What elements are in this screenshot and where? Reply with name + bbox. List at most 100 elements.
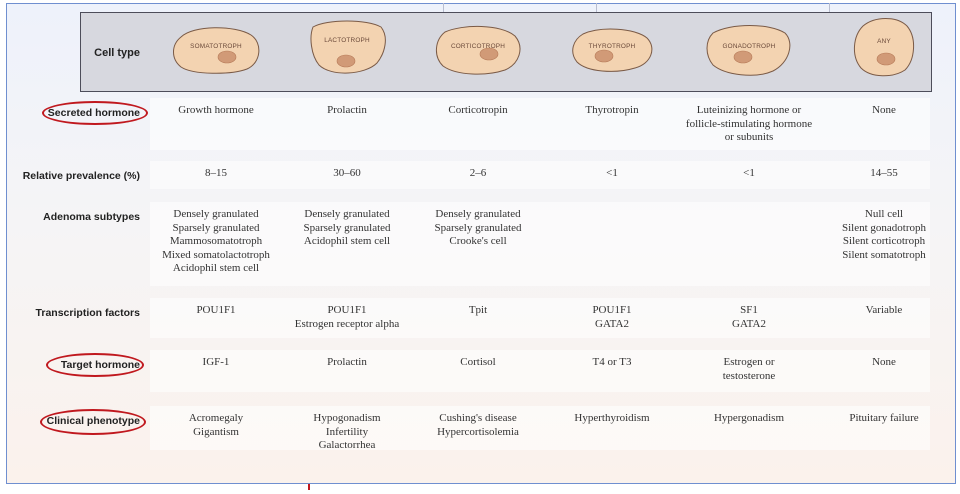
cell-line: Hypogonadism: [313, 412, 381, 424]
cell-line: Null cell: [864, 208, 904, 220]
cell-line: Sparsely granulated: [303, 221, 391, 234]
cell-line: None: [872, 104, 896, 116]
annotation-circle: [46, 353, 144, 377]
table-cell: 8–15: [141, 167, 291, 181]
cell-line: Densely granulated: [435, 208, 521, 220]
table-cell: Luteinizing hormone or follicle-stimulati…: [674, 104, 824, 145]
cell-line: Crooke's cell: [449, 235, 507, 247]
top-divider-tick: [443, 3, 444, 12]
cell-line: 8–15: [205, 167, 227, 179]
table-row: [150, 202, 930, 286]
table-cell: SF1 GATA2: [674, 304, 824, 331]
cell-line: Densely granulated: [173, 208, 259, 220]
table-cell: Hypergonadism: [674, 412, 824, 426]
cell-line: Prolactin: [327, 104, 367, 116]
table-cell: Hypogonadism Infertility Galactorrhea: [272, 412, 422, 453]
cell-type-name: CORTICOTROPH: [450, 43, 506, 50]
cell-line: Corticotropin: [448, 104, 508, 116]
cell-line: Prolactin: [327, 356, 367, 368]
table-row: [150, 161, 930, 189]
cell-line: Estrogen receptor alpha: [294, 317, 400, 330]
annotation-circle: [40, 409, 146, 435]
table-cell: POU1F1 GATA2: [537, 304, 687, 331]
cell-type-label: Cell type: [94, 47, 140, 59]
cell-line: or subunits: [724, 131, 774, 143]
cell-line: Pituitary failure: [849, 412, 919, 424]
cell-line: Luteinizing hormone or: [696, 104, 802, 116]
cell-line: GATA2: [595, 317, 629, 330]
cell-line: Galactorrhea: [318, 439, 376, 451]
cell-type-name: ANY: [877, 38, 891, 45]
row-label: Adenoma subtypes: [43, 211, 140, 223]
cell-line: IGF-1: [202, 356, 230, 368]
cell-diagram-any: ANY: [853, 18, 915, 77]
table-cell: Growth hormone: [141, 104, 291, 118]
cell-line: Cortisol: [460, 356, 496, 368]
cell-line: Silent gonadotroph: [841, 221, 927, 234]
cell-line: Growth hormone: [178, 104, 254, 116]
cell-line: Hypergonadism: [713, 412, 785, 424]
cell-line: Acidophil stem cell: [303, 235, 391, 247]
cell-line: 14–55: [870, 167, 898, 179]
table-cell: Hyperthyroidism: [537, 412, 687, 426]
table-cell: Pituitary failure: [809, 412, 959, 426]
table-cell: Corticotropin: [403, 104, 553, 118]
table-cell: Prolactin: [272, 104, 422, 118]
annotation-circle: [42, 101, 148, 125]
annotation-mark: [308, 484, 310, 490]
cell-line: SF1: [740, 304, 758, 316]
table-cell: <1: [537, 167, 687, 181]
table-cell: T4 or T3: [537, 356, 687, 370]
table-row: [150, 406, 930, 450]
table-row: [150, 298, 930, 338]
cell-line: Estrogen or: [723, 356, 775, 368]
top-divider-tick: [829, 3, 830, 12]
table-cell: Prolactin: [272, 356, 422, 370]
table-cell: <1: [674, 167, 824, 181]
cell-line: POU1F1: [327, 304, 367, 316]
cell-line: Hyperthyroidism: [574, 412, 650, 424]
cell-diagram-somatotroph: SOMATOTROPH: [173, 27, 260, 74]
table-cell: Cortisol: [403, 356, 553, 370]
table-cell: 2–6: [403, 167, 553, 181]
table-cell: POU1F1: [141, 304, 291, 318]
table-cell: IGF-1: [141, 356, 291, 370]
cell-type-name: SOMATOTROPH: [190, 43, 242, 50]
table-cell: None: [809, 104, 959, 118]
cell-type-name: GONADOTROPH: [722, 43, 776, 50]
table-cell: POU1F1 Estrogen receptor alpha: [272, 304, 422, 331]
cell-line: Acidophil stem cell: [172, 262, 260, 274]
cell-line: Tpit: [468, 304, 488, 316]
cell-line: Gigantism: [193, 425, 239, 438]
cell-type-name: LACTOTROPH: [324, 37, 370, 44]
table-cell: None: [809, 356, 959, 370]
cell-diagram-gonadotroph: GONADOTROPH: [706, 25, 791, 76]
cell-line: Acromegaly: [188, 412, 244, 424]
cell-line: Silent somatotroph: [842, 248, 926, 261]
table-cell: Densely granulated Sparsely granulated Aci…: [272, 208, 422, 249]
table-cell: 30–60: [272, 167, 422, 181]
cell-diagram-lactotroph: LACTOTROPH: [309, 20, 386, 75]
cell-line: Sparsely granulated: [434, 221, 522, 234]
cell-line: POU1F1: [592, 304, 632, 316]
table-cell: Thyrotropin: [537, 104, 687, 118]
cell-line: testosterone: [722, 369, 776, 382]
table-row: [150, 350, 930, 392]
cell-line: Variable: [865, 304, 903, 316]
cell-type-name: THYROTROPH: [588, 43, 636, 50]
cell-line: POU1F1: [196, 304, 236, 316]
row-label: Transcription factors: [35, 307, 140, 319]
table-cell: Estrogen or testosterone: [674, 356, 824, 383]
cell-line: follicle-stimulating hormone: [685, 117, 813, 130]
cell-line: 30–60: [333, 167, 361, 179]
cell-line: None: [872, 356, 896, 368]
cell-line: Hypercortisolemia: [437, 425, 519, 438]
cell-line: Densely granulated: [304, 208, 390, 220]
top-divider-tick: [596, 3, 597, 12]
table-cell: Densely granulated Sparsely granulated Cro…: [403, 208, 553, 249]
cell-line: GATA2: [732, 317, 766, 330]
table-cell: Acromegaly Gigantism: [141, 412, 291, 439]
cell-line: Thyrotropin: [585, 104, 639, 116]
cell-line: 2–6: [469, 167, 487, 179]
cell-line: Mixed somatolactotroph: [162, 248, 270, 261]
